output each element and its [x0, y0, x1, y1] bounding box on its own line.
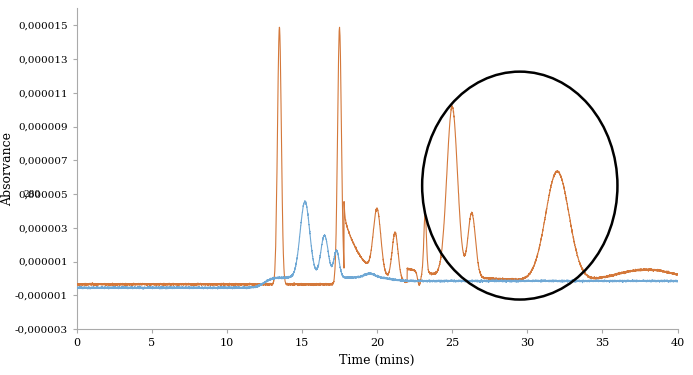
- Text: Absorvance: Absorvance: [1, 132, 14, 206]
- Text: 280: 280: [23, 190, 40, 199]
- X-axis label: Time (mins): Time (mins): [340, 354, 415, 367]
